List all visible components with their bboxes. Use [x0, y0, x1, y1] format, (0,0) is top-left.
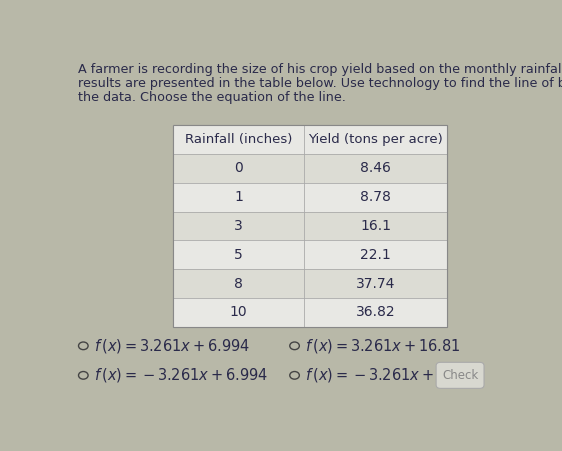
Text: 10: 10 — [230, 305, 247, 319]
Bar — [173, 125, 447, 154]
Text: 36.82: 36.82 — [356, 305, 396, 319]
Text: 8: 8 — [234, 276, 243, 290]
Text: 3: 3 — [234, 219, 243, 233]
Bar — [173, 212, 447, 240]
Text: $f\,(x) = 3.261x + 16.81$: $f\,(x) = 3.261x + 16.81$ — [306, 337, 461, 355]
Text: $f\,(x) = 3.261x + 6.994$: $f\,(x) = 3.261x + 6.994$ — [94, 337, 251, 355]
FancyBboxPatch shape — [173, 125, 447, 327]
Text: 22.1: 22.1 — [360, 248, 391, 262]
Text: Yield (tons per acre): Yield (tons per acre) — [309, 133, 443, 146]
Bar — [173, 154, 447, 183]
Text: 16.1: 16.1 — [360, 219, 391, 233]
Text: 5: 5 — [234, 248, 243, 262]
Text: Check: Check — [442, 369, 478, 382]
Text: 37.74: 37.74 — [356, 276, 395, 290]
FancyBboxPatch shape — [436, 362, 484, 388]
Text: 1: 1 — [234, 190, 243, 204]
Bar — [173, 183, 447, 212]
Text: Rainfall (inches): Rainfall (inches) — [185, 133, 292, 146]
Text: results are presented in the table below. Use technology to find the line of bes: results are presented in the table below… — [78, 77, 562, 90]
Bar — [173, 298, 447, 327]
Text: 0: 0 — [234, 161, 243, 175]
Text: 8.46: 8.46 — [360, 161, 391, 175]
Text: 8.78: 8.78 — [360, 190, 391, 204]
Bar — [173, 269, 447, 298]
Bar — [173, 240, 447, 269]
Text: $f\,(x) = -3.261x + 16.81$: $f\,(x) = -3.261x + 16.81$ — [306, 366, 479, 384]
Text: the data. Choose the equation of the line.: the data. Choose the equation of the lin… — [78, 91, 346, 104]
Text: $f\,(x) = -3.261x + 6.994$: $f\,(x) = -3.261x + 6.994$ — [94, 366, 269, 384]
Text: A farmer is recording the size of his crop yield based on the monthly rainfall t: A farmer is recording the size of his cr… — [78, 63, 562, 76]
